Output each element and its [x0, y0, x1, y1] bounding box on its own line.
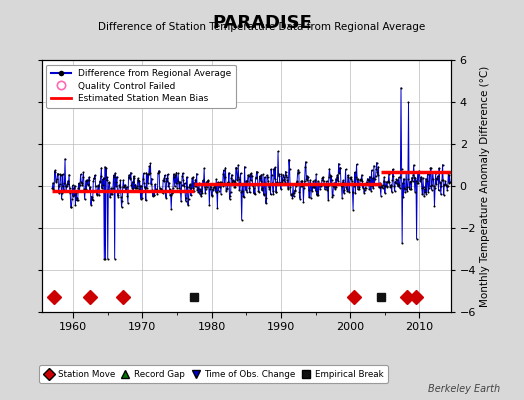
- Text: Difference of Station Temperature Data from Regional Average: Difference of Station Temperature Data f…: [99, 22, 425, 32]
- Y-axis label: Monthly Temperature Anomaly Difference (°C): Monthly Temperature Anomaly Difference (…: [481, 65, 490, 307]
- Legend: Station Move, Record Gap, Time of Obs. Change, Empirical Break: Station Move, Record Gap, Time of Obs. C…: [39, 366, 388, 383]
- Text: Berkeley Earth: Berkeley Earth: [428, 384, 500, 394]
- Text: PARADISE: PARADISE: [212, 14, 312, 32]
